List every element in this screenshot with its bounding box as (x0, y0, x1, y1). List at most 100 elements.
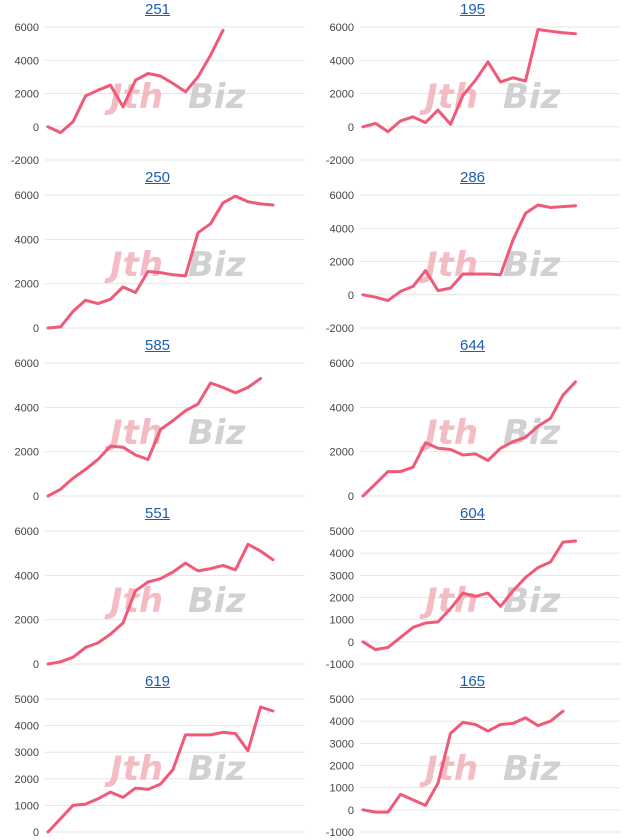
y-tick-label: 2000 (15, 774, 39, 786)
data-point (184, 409, 187, 412)
y-tick-label: 2000 (330, 761, 354, 773)
chart-svg: -2000 0 2000 4000 6000 Jth Biz (326, 190, 620, 335)
data-point (511, 722, 515, 725)
y-tick-label: 4000 (330, 223, 354, 235)
data-point (134, 291, 137, 294)
y-tick-label: 0 (348, 290, 354, 302)
data-point (524, 79, 527, 83)
y-tick-label: 0 (33, 827, 39, 839)
data-point (84, 299, 87, 302)
data-point (171, 273, 175, 276)
data-point (574, 32, 577, 35)
data-point (184, 90, 187, 94)
data-point (499, 723, 502, 726)
y-tick-label: 3000 (330, 738, 354, 750)
y-tick-label: 4000 (330, 402, 354, 414)
data-point (109, 790, 112, 794)
chart-panel-250: 250 0 2000 4000 6000 Jth Biz (0, 168, 315, 336)
series-line (361, 28, 577, 134)
data-point (46, 830, 50, 834)
data-point (59, 325, 62, 329)
chart-panel-251: 251 -2000 0 2000 4000 6000 Jth Biz (0, 0, 315, 168)
y-tick-label: 6000 (15, 22, 39, 34)
data-point (561, 31, 565, 34)
watermark-logo: Jth Biz (419, 77, 561, 117)
data-point (159, 271, 162, 274)
data-point (234, 732, 237, 735)
chart-title-link[interactable]: 604 (459, 505, 486, 522)
watermark-logo: Jth Biz (104, 581, 246, 621)
y-tick-label: 4000 (15, 721, 39, 733)
data-point (146, 458, 150, 461)
data-point (499, 605, 502, 608)
data-point (121, 446, 125, 449)
y-tick-label: 0 (348, 122, 354, 134)
watermark-logo-part: Jth (104, 581, 163, 621)
watermark-logo-part: Biz (188, 77, 246, 117)
chart-title-link[interactable]: 250 (144, 169, 171, 186)
chart-title-link[interactable]: 251 (144, 1, 171, 18)
data-point (159, 428, 162, 431)
data-point (96, 797, 100, 800)
data-point (46, 326, 50, 330)
data-point (361, 640, 365, 643)
y-tick-label: -2000 (326, 155, 354, 167)
data-point (59, 817, 62, 820)
y-tick-label: 6000 (330, 358, 354, 370)
watermark-logo-part: Jth (419, 245, 478, 285)
data-point (221, 201, 225, 204)
y-tick-label: 4000 (15, 570, 39, 582)
data-point (474, 595, 477, 598)
data-point (171, 768, 175, 771)
data-point (449, 732, 452, 735)
data-point (574, 380, 577, 383)
data-point (424, 441, 427, 444)
y-tick-label: 0 (33, 659, 39, 671)
chart-title-link[interactable]: 195 (459, 1, 486, 18)
watermark-logo: Jth Biz (419, 749, 561, 789)
data-point (59, 660, 62, 663)
chart-title-link[interactable]: 644 (459, 337, 486, 354)
chart-title-link[interactable]: 619 (144, 673, 171, 690)
data-point (361, 808, 365, 811)
data-point (574, 539, 577, 543)
data-point (524, 212, 527, 215)
chart-panel-551: 551 0 2000 4000 6000 Jth Biz (0, 504, 315, 672)
data-point (134, 79, 137, 82)
data-point (536, 28, 540, 31)
y-tick-label: 2000 (15, 279, 39, 291)
chart-panel-604: 604 -1000 0 1000 2000 3000 4000 5000 Jth Biz (315, 504, 630, 672)
chart-panel-619: 619 0 1000 2000 3000 4000 5000 Jth Biz (0, 672, 315, 840)
data-point (511, 238, 515, 242)
data-point (474, 272, 477, 276)
data-point (361, 293, 365, 296)
series-line (361, 203, 577, 303)
data-point (146, 72, 150, 75)
data-point (436, 108, 440, 112)
data-point (109, 84, 112, 87)
chart-title-link[interactable]: 551 (144, 505, 171, 522)
series-line (361, 539, 577, 652)
data-point (561, 205, 565, 208)
data-point (121, 105, 125, 109)
chart-title-link[interactable]: 286 (459, 169, 486, 186)
data-point (221, 29, 225, 32)
y-tick-label: 5000 (330, 526, 354, 538)
data-point (374, 482, 377, 485)
y-tick-label: 2000 (330, 257, 354, 269)
data-point (246, 386, 250, 389)
data-point (134, 589, 137, 592)
y-tick-label: 6000 (330, 190, 354, 202)
data-point (221, 564, 225, 567)
chart-title-link[interactable]: 585 (144, 337, 171, 354)
data-point (386, 810, 390, 814)
chart-title-link[interactable]: 165 (459, 673, 486, 690)
y-tick-label: 2000 (330, 593, 354, 605)
data-point (486, 591, 490, 595)
data-point (96, 641, 100, 645)
data-point (196, 733, 200, 737)
watermark-logo-part: Biz (188, 413, 246, 453)
